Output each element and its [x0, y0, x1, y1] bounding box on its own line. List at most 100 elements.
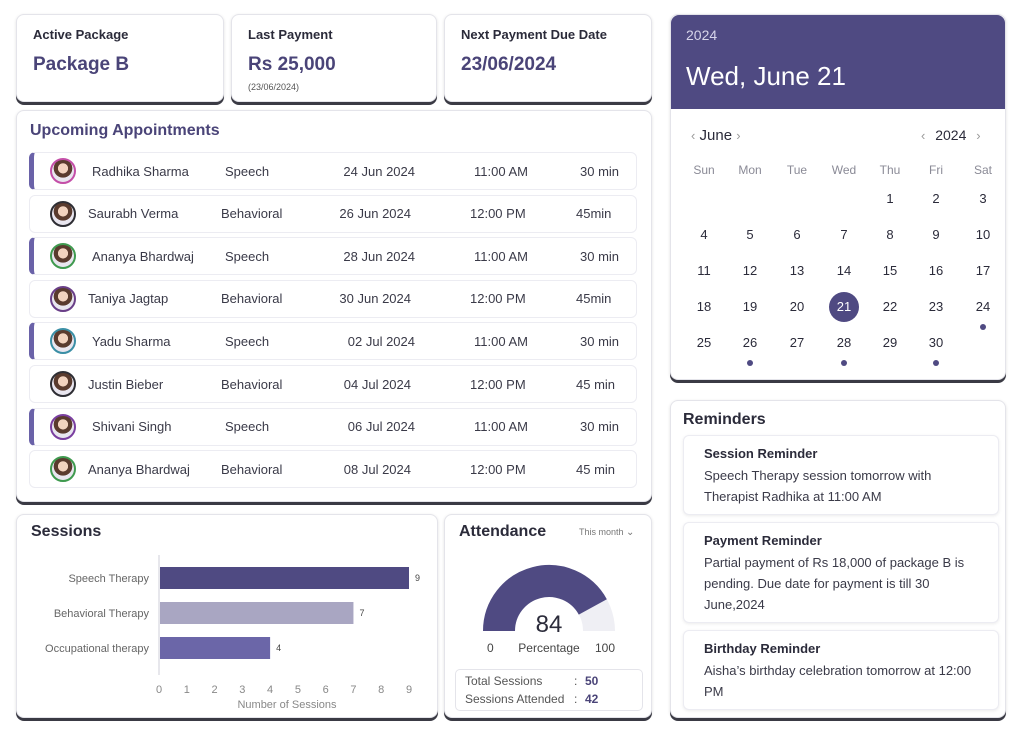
- appointment-row[interactable]: Saurabh Verma Behavioral 26 Jun 2024 12:00 …: [29, 194, 637, 233]
- appointments-card: Upcoming Appointments Radhika Sharma Spee…: [16, 110, 652, 502]
- appointment-duration: 30 min: [580, 248, 620, 264]
- appointments-title: Upcoming Appointments: [30, 122, 220, 139]
- event-dot: [841, 360, 847, 366]
- appointment-duration: 30 min: [580, 163, 620, 179]
- reminder-text: Partial payment of Rs 18,000 of package …: [704, 555, 965, 612]
- value-label: 4: [276, 643, 281, 653]
- patient-name: Yadu Sharma: [92, 333, 171, 349]
- appointment-row[interactable]: Shivani Singh Speech 06 Jul 2024 11:00 AM 30…: [29, 407, 637, 446]
- x-axis-label: Number of Sessions: [237, 699, 337, 711]
- year-nav: ‹ 2024 ›: [921, 127, 981, 143]
- calendar-day[interactable]: 30: [928, 335, 944, 350]
- calendar-day[interactable]: 11: [697, 263, 711, 278]
- stat-value: Rs 25,000: [248, 54, 336, 75]
- appointment-row[interactable]: Justin Bieber Behavioral 04 Jul 2024 12:00 …: [29, 365, 637, 403]
- appointment-row[interactable]: Yadu Sharma Speech 02 Jul 2024 11:00 AM 30 m…: [29, 322, 637, 361]
- sessions-attended-label: Sessions Attended: [465, 692, 565, 706]
- calendar-day[interactable]: 23: [928, 299, 944, 314]
- avatar: [50, 413, 76, 440]
- calendar-card: 2024 Wed, June 21 ‹ June › ‹ 2024 › Sun M…: [670, 14, 1006, 380]
- calendar-day[interactable]: 14: [836, 263, 852, 278]
- calendar-day[interactable]: 27: [789, 335, 805, 350]
- patient-name: Justin Bieber: [88, 376, 164, 392]
- calendar-day[interactable]: 18: [696, 299, 712, 314]
- calendar-day[interactable]: 4: [700, 227, 708, 242]
- reminder-text: Speech Therapy session tomorrow with The…: [704, 468, 932, 504]
- stat-sub: (23/06/2024): [248, 82, 300, 92]
- reminder-item[interactable]: Payment Reminder Partial payment of Rs 1…: [683, 522, 999, 623]
- reminders-card: Reminders Session Reminder Speech Therap…: [670, 400, 1006, 718]
- calendar-day[interactable]: 13: [789, 263, 805, 278]
- calendar-day[interactable]: 20: [789, 299, 805, 314]
- x-tick-label: 3: [239, 684, 245, 696]
- gauge-fill: [483, 565, 607, 632]
- appointment-date: 24 Jun 2024: [343, 163, 415, 179]
- calendar-day[interactable]: 26: [742, 335, 758, 350]
- appointment-row[interactable]: Ananya Bhardwaj Speech 28 Jun 2024 11:00 AM…: [29, 237, 637, 276]
- therapy-type: Behavioral: [221, 291, 283, 307]
- calendar-day[interactable]: 3: [979, 191, 987, 206]
- avatar: [50, 200, 76, 227]
- calendar-day[interactable]: 22: [882, 299, 898, 314]
- chevron-right-icon[interactable]: ›: [976, 128, 981, 143]
- calendar-header: 2024 Wed, June 21: [671, 15, 1005, 109]
- stat-label: Active Package: [33, 27, 129, 42]
- appointment-date: 06 Jul 2024: [347, 419, 415, 435]
- appointment-duration: 30 min: [580, 419, 620, 435]
- x-tick-label: 8: [378, 684, 384, 696]
- bar: [160, 567, 409, 589]
- patient-name: Taniya Jagtap: [88, 291, 169, 307]
- appointment-time: 11:00 AM: [474, 248, 528, 264]
- chevron-left-icon[interactable]: ‹: [921, 128, 926, 143]
- therapy-type: Behavioral: [221, 461, 283, 477]
- calendar-day[interactable]: 16: [928, 263, 944, 278]
- reminder-title: Session Reminder: [704, 446, 818, 461]
- calendar-day-selected[interactable]: 21: [829, 292, 859, 322]
- calendar-day[interactable]: 7: [840, 227, 848, 242]
- chevron-right-icon[interactable]: ›: [736, 128, 741, 143]
- month-label[interactable]: June: [699, 127, 733, 144]
- reminder-item[interactable]: Session Reminder Speech Therapy session …: [683, 435, 999, 515]
- filter-label: This month: [579, 527, 624, 537]
- calendar-day[interactable]: 24: [975, 299, 991, 314]
- avatar: [50, 371, 76, 397]
- attendance-filter[interactable]: This month ⌄: [579, 527, 634, 538]
- appointment-time: 12:00 PM: [470, 291, 526, 307]
- reminder-text: Aisha’s birthday celebration tomorrow at…: [704, 663, 972, 699]
- calendar-day[interactable]: 19: [742, 299, 758, 314]
- calendar-day[interactable]: 8: [886, 227, 894, 242]
- x-tick-label: 7: [350, 684, 356, 696]
- calendar-day[interactable]: 6: [793, 227, 801, 242]
- bar: [160, 637, 271, 659]
- avatar: [50, 158, 76, 184]
- appointment-row[interactable]: Taniya Jagtap Behavioral 30 Jun 2024 12:00 …: [29, 279, 637, 318]
- calendar-day[interactable]: 5: [746, 227, 754, 242]
- appointment-time: 12:00 PM: [470, 376, 526, 392]
- appointment-date: 28 Jun 2024: [343, 248, 415, 264]
- month-nav: ‹ June ›: [691, 127, 741, 144]
- year-label[interactable]: 2024: [935, 127, 967, 143]
- last-payment-card: Last Payment Rs 25,000 (23/06/2024): [231, 14, 437, 102]
- reminder-item[interactable]: Birthday Reminder Aisha’s birthday celeb…: [683, 630, 999, 710]
- calendar-day[interactable]: 1: [886, 191, 894, 206]
- therapy-type: Behavioral: [221, 206, 283, 222]
- appointment-time: 11:00 AM: [474, 163, 528, 179]
- appointment-row[interactable]: Radhika Sharma Speech 24 Jun 2024 11:00 AM 3…: [29, 152, 637, 190]
- gauge-min: 0: [487, 641, 494, 655]
- calendar-day[interactable]: 28: [836, 335, 852, 350]
- sessions-title: Sessions: [31, 523, 102, 540]
- calendar-day[interactable]: 10: [975, 227, 991, 242]
- calendar-day[interactable]: 15: [882, 263, 898, 278]
- calendar-day[interactable]: 12: [742, 263, 758, 278]
- x-tick-label: 2: [211, 684, 217, 696]
- chevron-left-icon[interactable]: ‹: [691, 128, 696, 143]
- appointment-duration: 45 min: [576, 376, 616, 392]
- calendar-day[interactable]: 29: [882, 335, 898, 350]
- appointment-duration: 30 min: [580, 333, 620, 349]
- calendar-day[interactable]: 25: [696, 335, 712, 350]
- calendar-day[interactable]: 2: [932, 191, 940, 206]
- therapy-type: Behavioral: [221, 376, 283, 392]
- calendar-day[interactable]: 9: [932, 227, 940, 242]
- appointment-row[interactable]: Ananya Bhardwaj Behavioral 08 Jul 2024 12:0…: [29, 450, 637, 489]
- calendar-day[interactable]: 17: [975, 263, 991, 278]
